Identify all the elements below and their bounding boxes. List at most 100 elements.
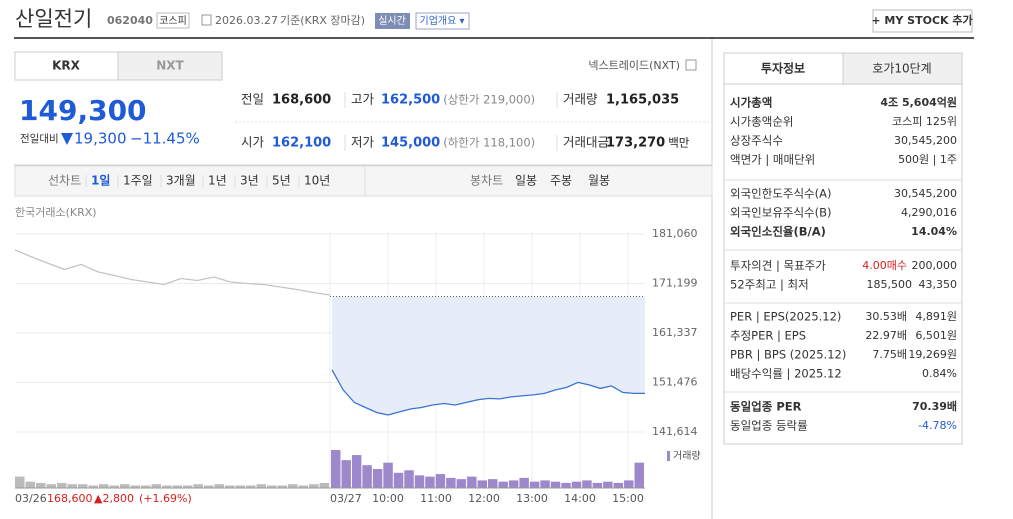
volume-bar bbox=[246, 485, 256, 488]
volume-bar bbox=[277, 485, 287, 488]
volume-bar bbox=[88, 485, 98, 488]
volume-bar bbox=[540, 480, 550, 488]
overview-button bbox=[415, 12, 470, 30]
volume-bar bbox=[477, 480, 487, 488]
info-value: 14.04% bbox=[911, 225, 957, 238]
period-tab[interactable]: 3년 bbox=[240, 174, 259, 188]
candle-tab[interactable]: 주봉 bbox=[550, 174, 572, 188]
volume-bar bbox=[78, 484, 88, 488]
info-value: 4,290,016 bbox=[901, 206, 957, 219]
info-value: 4조 5,604억원 bbox=[880, 95, 957, 109]
volume-bar bbox=[446, 477, 456, 488]
info-label: 투자의견 | 목표주가 bbox=[730, 259, 826, 273]
down-arrow bbox=[61, 133, 73, 145]
info-value: 22.97배 bbox=[865, 329, 907, 342]
volume-bar bbox=[141, 485, 151, 488]
x-tick-label: 14:00 bbox=[564, 492, 596, 505]
candle-tab[interactable]: 월봉 bbox=[588, 174, 610, 188]
volume-bar bbox=[183, 485, 193, 488]
stock-code: 062040 bbox=[107, 14, 153, 27]
info-label: 추정PER | EPS bbox=[730, 329, 806, 343]
volume-bar bbox=[214, 484, 224, 488]
y-tick-label: 161,337 bbox=[652, 326, 698, 339]
stat-value: 173,270 bbox=[606, 136, 665, 151]
info-label: 시가총액 bbox=[730, 96, 772, 110]
period-tab[interactable]: 10년 bbox=[304, 174, 330, 188]
tab[interactable]: KRX bbox=[52, 59, 81, 73]
stat-label: 전일 bbox=[241, 92, 264, 107]
stat-label: 저가 bbox=[351, 135, 375, 150]
volume-bar bbox=[225, 485, 235, 488]
volume-bar bbox=[435, 474, 446, 488]
stock-name: 산일전기 bbox=[15, 7, 92, 31]
period-tab[interactable]: 3개월 bbox=[166, 174, 196, 188]
current-price: 149,300 bbox=[19, 94, 147, 127]
volume-bar bbox=[46, 484, 56, 488]
info-value: 4.00매수 bbox=[862, 259, 907, 272]
period-tab[interactable]: 1주일 bbox=[123, 174, 153, 188]
volume-bar bbox=[172, 485, 182, 488]
chart-tab-bar bbox=[14, 165, 713, 197]
info-label: 상장주식수 bbox=[730, 134, 783, 148]
volume-bar bbox=[467, 476, 477, 488]
volume-bar bbox=[15, 476, 25, 488]
help-icon bbox=[685, 59, 697, 71]
x-tick-label: 03/26 bbox=[15, 492, 47, 505]
info-value: 19,269원 bbox=[908, 348, 957, 361]
volume-bar bbox=[425, 476, 435, 488]
period-tab[interactable]: 1일 bbox=[91, 174, 110, 188]
tab[interactable]: NXT bbox=[156, 59, 184, 73]
info-label: 외국인한도주식수(A) bbox=[730, 187, 831, 201]
volume-bar bbox=[25, 481, 35, 488]
info-value: 코스피 125위 bbox=[892, 115, 957, 128]
y-tick-label: 181,060 bbox=[652, 227, 698, 240]
mystock[interactable]: + MY STOCK 추가 bbox=[871, 13, 972, 27]
info-label: 52주최고 | 최저 bbox=[730, 278, 809, 292]
volume-bar bbox=[488, 479, 498, 488]
volume-bar bbox=[613, 482, 624, 488]
info-value: -4.78% bbox=[918, 419, 957, 432]
info-value: 6,501원 bbox=[915, 329, 957, 342]
x-tick-label: 11:00 bbox=[420, 492, 452, 505]
realtime-badge bbox=[375, 13, 410, 29]
info-value: 43,350 bbox=[919, 278, 958, 291]
panel-tab-label[interactable]: 투자정보 bbox=[761, 61, 805, 76]
panel-tab bbox=[723, 52, 844, 85]
period-tab[interactable]: 1년 bbox=[208, 174, 227, 188]
overview[interactable]: 기업개요 ▾ bbox=[420, 14, 465, 27]
volume-bar bbox=[571, 481, 582, 488]
volume-bar bbox=[120, 484, 130, 488]
mystock-button bbox=[872, 9, 973, 33]
y-tick-label: 141,614 bbox=[652, 425, 698, 438]
volume-bar bbox=[36, 482, 46, 488]
info-label: 동일업종 PER bbox=[730, 400, 802, 414]
period-tab[interactable]: 5년 bbox=[272, 174, 291, 188]
volume-bar bbox=[393, 472, 404, 488]
info-label: 외국인보유주식수(B) bbox=[730, 206, 832, 220]
stat-label: 시가 bbox=[241, 135, 265, 150]
volume-bar bbox=[351, 455, 362, 488]
info-value: 7.75배 bbox=[872, 348, 907, 361]
volume-bar bbox=[414, 475, 425, 488]
volume-bar bbox=[130, 485, 140, 488]
x-tick-label: 15:00 bbox=[612, 492, 644, 505]
info-label: 액면가 | 매매단위 bbox=[730, 153, 815, 167]
volume-bar bbox=[634, 462, 644, 488]
volume-bar bbox=[529, 481, 540, 488]
info-value: 4,891원 bbox=[915, 310, 957, 323]
volume-bar bbox=[519, 477, 529, 488]
panel-tab-label[interactable]: 호가10단계 bbox=[872, 62, 931, 76]
candle-tab[interactable]: 일봉 bbox=[515, 174, 537, 188]
volume-bar bbox=[298, 485, 308, 488]
volume-bar bbox=[256, 484, 266, 488]
change: 19,300 bbox=[74, 130, 127, 148]
today-line bbox=[331, 369, 645, 416]
volume-bar bbox=[372, 469, 383, 488]
volume-bar bbox=[362, 465, 372, 488]
volume-bar bbox=[404, 470, 414, 488]
volume-bar bbox=[193, 484, 203, 488]
volume-bar bbox=[267, 485, 277, 488]
volume-bar bbox=[204, 485, 214, 488]
nxt-link[interactable]: 넥스트레이드(NXT) bbox=[588, 59, 680, 72]
